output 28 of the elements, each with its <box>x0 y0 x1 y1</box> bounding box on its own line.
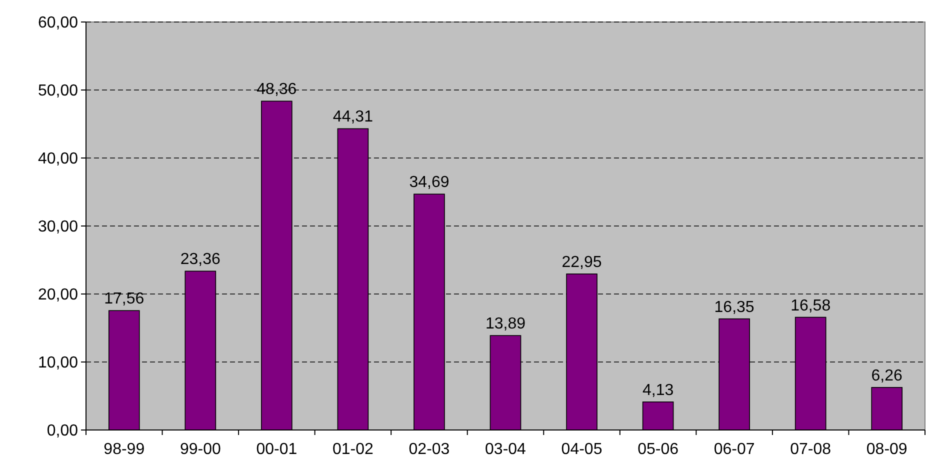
y-tick-label: 50,00 <box>38 82 78 100</box>
x-tick-label: 07-08 <box>790 441 832 458</box>
data-label: 22,95 <box>562 254 602 271</box>
x-tick-label: 06-07 <box>714 441 755 458</box>
y-tick-label: 30,00 <box>38 218 78 236</box>
x-tick-label: 00-01 <box>256 441 298 458</box>
y-tick-label: 0,00 <box>46 422 78 440</box>
x-tick-label: 02-03 <box>408 441 450 458</box>
x-tick-label: 05-06 <box>638 441 679 458</box>
data-label: 23,36 <box>180 251 221 268</box>
data-label: 34,69 <box>409 174 450 192</box>
data-label: 4,13 <box>642 382 674 399</box>
x-tick-label: 08-09 <box>866 441 908 458</box>
x-tick-label: 01-02 <box>332 441 374 458</box>
y-tick-label: 10,00 <box>38 354 78 372</box>
x-tick-label: 03-04 <box>485 441 526 458</box>
data-label: 44,31 <box>332 108 374 126</box>
data-label: 16,58 <box>790 297 831 314</box>
y-tick-label: 40,00 <box>38 150 78 168</box>
y-tick-label: 20,00 <box>38 286 78 304</box>
data-label: 17,56 <box>104 290 144 308</box>
data-label: 13,89 <box>485 316 526 333</box>
x-tick-label: 98-99 <box>104 441 145 458</box>
x-tick-label: 99-00 <box>180 441 221 458</box>
data-label: 6,26 <box>871 367 903 384</box>
data-label: 16,35 <box>714 298 754 316</box>
y-tick-label: 60,00 <box>38 14 78 32</box>
x-tick-label: 04-05 <box>561 441 602 458</box>
